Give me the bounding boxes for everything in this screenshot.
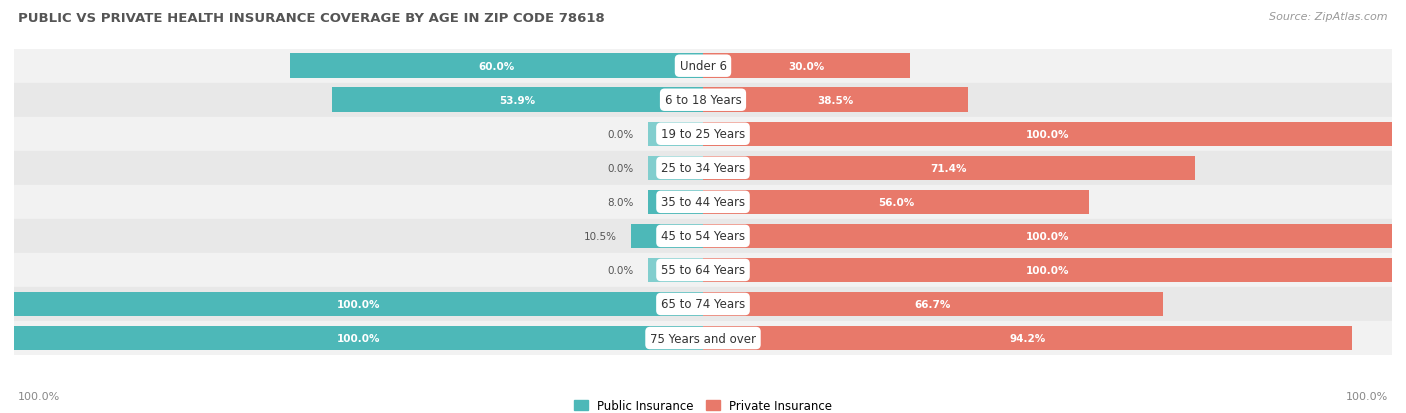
- Bar: [631, 224, 703, 249]
- Text: 35 to 44 Years: 35 to 44 Years: [661, 196, 745, 209]
- Text: Under 6: Under 6: [679, 60, 727, 73]
- Text: Source: ZipAtlas.com: Source: ZipAtlas.com: [1270, 12, 1388, 22]
- Bar: [14, 219, 1392, 253]
- Text: 100.0%: 100.0%: [1026, 231, 1069, 241]
- Bar: [703, 156, 1195, 180]
- Bar: [703, 224, 1392, 249]
- Text: 55 to 64 Years: 55 to 64 Years: [661, 264, 745, 277]
- Text: 100.0%: 100.0%: [1026, 129, 1069, 140]
- Bar: [14, 50, 1392, 83]
- Bar: [14, 321, 1392, 355]
- Bar: [703, 122, 1392, 147]
- Bar: [703, 292, 1163, 316]
- Bar: [703, 55, 910, 79]
- Bar: [14, 292, 703, 316]
- Bar: [14, 253, 1392, 287]
- Bar: [703, 258, 1392, 282]
- Text: 10.5%: 10.5%: [583, 231, 617, 241]
- Text: 56.0%: 56.0%: [877, 197, 914, 207]
- Text: 8.0%: 8.0%: [607, 197, 634, 207]
- Text: 30.0%: 30.0%: [789, 62, 824, 71]
- Text: 0.0%: 0.0%: [607, 164, 634, 173]
- Bar: [648, 122, 703, 147]
- Text: 71.4%: 71.4%: [931, 164, 967, 173]
- Text: 53.9%: 53.9%: [499, 95, 536, 105]
- Bar: [14, 83, 1392, 117]
- Text: 45 to 54 Years: 45 to 54 Years: [661, 230, 745, 243]
- Text: 100.0%: 100.0%: [337, 333, 380, 343]
- Bar: [14, 152, 1392, 185]
- Text: 0.0%: 0.0%: [607, 129, 634, 140]
- Text: 94.2%: 94.2%: [1010, 333, 1046, 343]
- Bar: [14, 117, 1392, 152]
- Bar: [648, 190, 703, 215]
- Text: 100.0%: 100.0%: [1026, 265, 1069, 275]
- Bar: [14, 185, 1392, 219]
- Text: 0.0%: 0.0%: [607, 265, 634, 275]
- Bar: [14, 287, 1392, 321]
- Text: 66.7%: 66.7%: [914, 299, 950, 309]
- Text: 25 to 34 Years: 25 to 34 Years: [661, 162, 745, 175]
- Text: PUBLIC VS PRIVATE HEALTH INSURANCE COVERAGE BY AGE IN ZIP CODE 78618: PUBLIC VS PRIVATE HEALTH INSURANCE COVER…: [18, 12, 605, 25]
- Text: 100.0%: 100.0%: [1346, 391, 1388, 401]
- Text: 38.5%: 38.5%: [817, 95, 853, 105]
- Text: 100.0%: 100.0%: [18, 391, 60, 401]
- Text: 75 Years and over: 75 Years and over: [650, 332, 756, 345]
- Text: 19 to 25 Years: 19 to 25 Years: [661, 128, 745, 141]
- Bar: [703, 190, 1088, 215]
- Bar: [648, 258, 703, 282]
- Bar: [332, 88, 703, 113]
- Text: 65 to 74 Years: 65 to 74 Years: [661, 298, 745, 311]
- Bar: [703, 326, 1353, 350]
- Legend: Public Insurance, Private Insurance: Public Insurance, Private Insurance: [569, 394, 837, 413]
- Bar: [290, 55, 703, 79]
- Text: 100.0%: 100.0%: [337, 299, 380, 309]
- Bar: [703, 88, 969, 113]
- Text: 60.0%: 60.0%: [478, 62, 515, 71]
- Bar: [648, 156, 703, 180]
- Text: 6 to 18 Years: 6 to 18 Years: [665, 94, 741, 107]
- Bar: [14, 326, 703, 350]
